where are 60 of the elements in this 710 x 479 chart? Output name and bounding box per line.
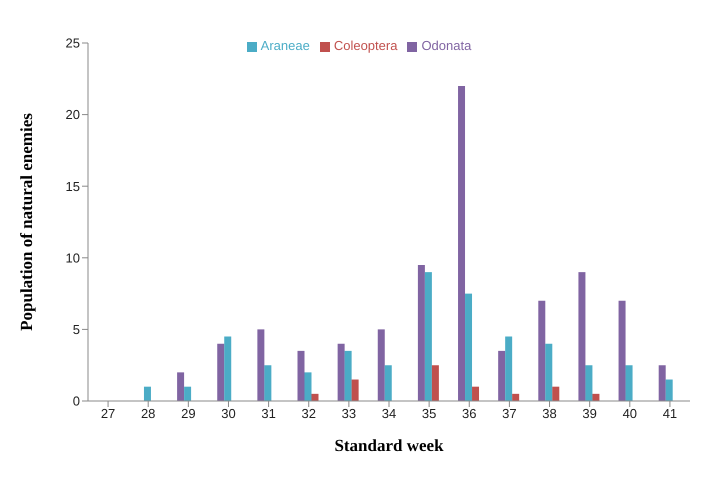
y-tick-label: 25 bbox=[66, 36, 80, 51]
bar bbox=[626, 365, 633, 401]
bar bbox=[304, 372, 312, 401]
x-tick-label: 38 bbox=[542, 406, 557, 422]
x-tick-label: 37 bbox=[502, 406, 517, 422]
x-axis-title: Standard week bbox=[334, 436, 444, 455]
legend-label: Araneae bbox=[260, 38, 310, 53]
bar bbox=[432, 365, 439, 401]
x-tick-label: 39 bbox=[582, 406, 597, 422]
bar bbox=[585, 365, 592, 401]
x-tick-label: 35 bbox=[422, 406, 436, 422]
bar bbox=[545, 344, 552, 401]
bar bbox=[184, 386, 192, 401]
y-tick-label: 15 bbox=[66, 178, 80, 194]
bar bbox=[666, 380, 673, 401]
x-tick-label: 29 bbox=[181, 406, 196, 422]
bar bbox=[224, 336, 232, 401]
bar bbox=[384, 365, 392, 401]
bar bbox=[344, 350, 352, 401]
bar bbox=[297, 350, 304, 401]
bar bbox=[264, 365, 272, 401]
bar bbox=[257, 329, 264, 401]
bar bbox=[618, 300, 626, 401]
bar bbox=[465, 294, 472, 401]
bar bbox=[458, 86, 466, 401]
bar bbox=[424, 272, 432, 401]
x-tick-label: 41 bbox=[662, 406, 678, 422]
x-tick-label: 31 bbox=[261, 406, 276, 422]
x-tick-label: 34 bbox=[382, 406, 396, 422]
bar bbox=[144, 386, 151, 401]
x-tick-label: 36 bbox=[462, 406, 476, 422]
y-tick-label: 0 bbox=[72, 394, 80, 409]
bar bbox=[498, 350, 506, 401]
y-tick-label: 20 bbox=[66, 107, 80, 122]
bar bbox=[592, 394, 600, 401]
bar bbox=[505, 336, 512, 401]
bar bbox=[217, 344, 224, 401]
bar bbox=[177, 372, 184, 401]
bar bbox=[578, 272, 586, 401]
y-tick-label: 5 bbox=[72, 322, 80, 338]
x-tick-label: 28 bbox=[140, 406, 156, 422]
bar bbox=[552, 386, 560, 401]
x-tick-label: 40 bbox=[622, 406, 638, 422]
bar bbox=[658, 365, 666, 401]
x-tick-label: 27 bbox=[100, 406, 116, 422]
bar bbox=[338, 344, 345, 401]
y-axis-title: Population of natural enemies bbox=[17, 112, 36, 331]
legend-label: Coleoptera bbox=[334, 38, 398, 53]
y-tick-label: 10 bbox=[66, 250, 80, 266]
bar bbox=[472, 386, 480, 401]
x-tick-label: 33 bbox=[342, 406, 356, 422]
bar bbox=[538, 300, 546, 401]
bar bbox=[311, 394, 318, 401]
x-tick-label: 30 bbox=[221, 406, 236, 422]
bar bbox=[352, 380, 359, 401]
x-tick-label: 32 bbox=[302, 406, 316, 422]
legend-label: Odonata bbox=[421, 38, 472, 53]
bar bbox=[378, 329, 385, 401]
bar bbox=[512, 394, 520, 401]
bar bbox=[418, 264, 425, 401]
